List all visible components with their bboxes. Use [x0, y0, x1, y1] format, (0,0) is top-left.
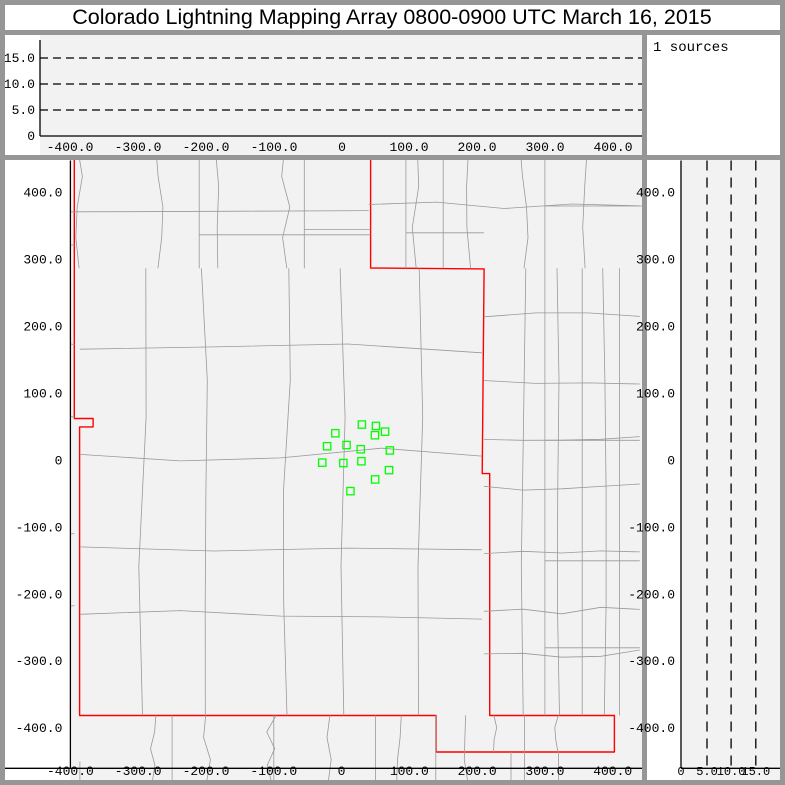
svg-text:100.0: 100.0 — [23, 386, 62, 401]
svg-text:1 sources: 1 sources — [653, 40, 729, 56]
svg-text:-300.0: -300.0 — [628, 654, 675, 669]
svg-text:0: 0 — [667, 453, 675, 468]
svg-text:15.0: 15.0 — [741, 765, 770, 779]
svg-text:-100.0: -100.0 — [250, 764, 297, 779]
svg-text:0: 0 — [55, 453, 63, 468]
svg-text:100.0: 100.0 — [390, 764, 429, 779]
svg-text:300.0: 300.0 — [525, 140, 564, 155]
svg-text:5.0: 5.0 — [12, 103, 35, 118]
svg-text:400.0: 400.0 — [593, 764, 632, 779]
svg-text:0: 0 — [27, 129, 35, 144]
svg-text:-200.0: -200.0 — [628, 587, 675, 602]
svg-text:0: 0 — [338, 140, 346, 155]
svg-text:-300.0: -300.0 — [16, 654, 63, 669]
svg-text:-300.0: -300.0 — [115, 764, 162, 779]
svg-text:200.0: 200.0 — [636, 320, 675, 335]
svg-text:-100.0: -100.0 — [251, 140, 298, 155]
svg-text:300.0: 300.0 — [636, 253, 675, 268]
svg-text:-400.0: -400.0 — [628, 721, 675, 736]
svg-text:200.0: 200.0 — [23, 320, 62, 335]
svg-text:0: 0 — [677, 765, 684, 779]
svg-text:100.0: 100.0 — [389, 140, 428, 155]
svg-text:300.0: 300.0 — [23, 253, 62, 268]
svg-text:-300.0: -300.0 — [115, 140, 162, 155]
svg-text:200.0: 200.0 — [458, 764, 497, 779]
svg-text:-400.0: -400.0 — [47, 140, 94, 155]
svg-text:-200.0: -200.0 — [183, 764, 230, 779]
svg-text:300.0: 300.0 — [525, 764, 564, 779]
svg-text:0: 0 — [338, 764, 346, 779]
svg-text:-200.0: -200.0 — [183, 140, 230, 155]
svg-text:400.0: 400.0 — [23, 186, 62, 201]
svg-text:Colorado Lightning Mapping Arr: Colorado Lightning Mapping Array 0800-09… — [72, 5, 711, 29]
svg-text:-200.0: -200.0 — [16, 587, 63, 602]
svg-text:-100.0: -100.0 — [16, 520, 63, 535]
svg-text:400.0: 400.0 — [636, 186, 675, 201]
svg-text:-100.0: -100.0 — [628, 520, 675, 535]
svg-text:5.0: 5.0 — [696, 765, 718, 779]
svg-text:-400.0: -400.0 — [16, 721, 63, 736]
svg-text:400.0: 400.0 — [593, 140, 632, 155]
svg-text:100.0: 100.0 — [636, 386, 675, 401]
svg-text:15.0: 15.0 — [5, 51, 35, 66]
svg-text:200.0: 200.0 — [457, 140, 496, 155]
svg-text:10.0: 10.0 — [5, 77, 35, 92]
